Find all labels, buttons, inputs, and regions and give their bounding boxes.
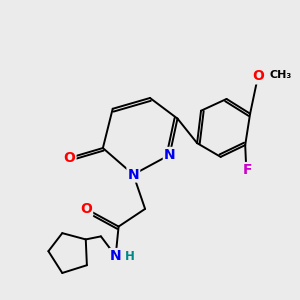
Text: F: F: [243, 163, 252, 177]
Text: CH₃: CH₃: [269, 70, 291, 80]
Text: N: N: [110, 249, 122, 263]
Text: O: O: [64, 151, 76, 165]
Text: O: O: [80, 202, 92, 216]
Text: N: N: [128, 167, 139, 182]
Text: N: N: [164, 148, 176, 162]
Text: H: H: [125, 250, 135, 262]
Text: O: O: [252, 69, 264, 83]
